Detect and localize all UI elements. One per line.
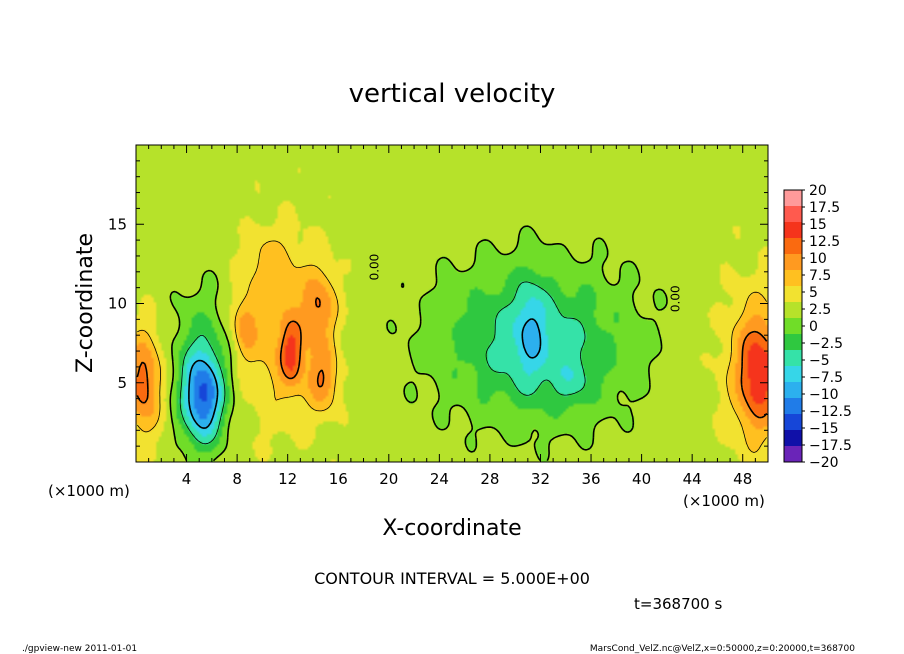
contour-line [137,240,768,453]
colorbar-label: 7.5 [809,268,831,284]
colorbar-label: 5 [809,285,818,301]
colorbar-segment [784,334,802,351]
y-tick-label: 5 [117,374,127,392]
colorbar-segment [784,190,802,207]
colorbar-segment [784,222,802,239]
contour-line [188,318,542,429]
x-axis-label: X-coordinate [382,516,521,541]
x-unit-label-right: (×1000 m) [683,492,765,510]
x-tick-label: 24 [430,470,449,488]
x-tick-label: 48 [733,470,752,488]
x-tick-label: 36 [581,470,600,488]
colorbar-segment [784,446,802,463]
colorbar-label: 0 [809,319,818,335]
colorbar-label: −7.5 [809,370,843,386]
plot-area: 0.00 0.00 [135,144,769,463]
colorbar-segment [784,238,802,255]
x-axis-ticks: 4 8 12 16 20 24 28 32 36 40 44 48 [148,145,756,488]
contour-label: 0.00 [368,254,382,281]
footer-right: MarsCond_VelZ.nc@VelZ,x=0:50000,z=0:2000… [590,644,855,654]
contour-interval-note: CONTOUR INTERVAL = 5.000E+00 [314,569,590,588]
colorbar-label: −12.5 [809,404,852,420]
x-tick-label: 8 [232,470,242,488]
y-tick-label: 15 [108,215,127,233]
contour-label: 0.00 [669,285,683,312]
colorbar-label: −20 [809,455,839,471]
x-tick-label: 32 [531,470,550,488]
contour-lines [136,225,768,462]
y-axis-label: Z-coordinate [73,233,98,373]
x-tick-label: 16 [329,470,348,488]
contour-line [169,225,668,462]
colorbar-segment [784,382,802,399]
x-tick-label: 12 [278,470,297,488]
colorbar-label: 2.5 [809,302,831,318]
colorbar-label: 20 [809,183,827,199]
chart-title: vertical velocity [349,79,556,109]
footer-left: ./gpview-new 2011-01-01 [22,644,137,654]
contour-line [179,281,586,445]
colorbar-segment [784,254,802,271]
colorbar-label: 17.5 [809,200,840,216]
colorbar-label: −2.5 [809,336,843,352]
colorbar-segment [784,350,802,367]
colorbar-segment [784,366,802,383]
colorbar-label: −5 [809,353,830,369]
colorbar: 2017.51512.5107.552.50−2.5−5−7.5−10−12.5… [783,183,852,471]
colorbar-segment [784,302,802,319]
colorbar-segment [784,286,802,303]
colorbar-segment [784,398,802,415]
colorbar-label: −17.5 [809,438,852,454]
colorbar-segment [784,430,802,447]
colorbar-segment [784,270,802,287]
x-tick-label: 28 [480,470,499,488]
x-tick-label: 40 [632,470,651,488]
colorbar-label: −15 [809,421,839,437]
colorbar-segment [784,206,802,223]
colorbar-label: 15 [809,217,827,233]
time-label: t=368700 s [634,595,722,613]
colorbar-label: −10 [809,387,839,403]
colorbar-label: 10 [809,251,827,267]
y-axis-ticks: 5 10 15 [108,160,768,447]
x-tick-label: 20 [379,470,398,488]
colorbar-label: 12.5 [809,234,840,250]
y-tick-label: 10 [108,295,127,313]
colorbar-segment [784,318,802,335]
contour-line [136,297,768,419]
x-tick-label: 4 [182,470,192,488]
colorbar-segment [784,414,802,431]
x-tick-label: 44 [683,470,702,488]
x-unit-label-left: (×1000 m) [48,482,130,500]
contour-labels: 0.00 0.00 [368,254,683,312]
